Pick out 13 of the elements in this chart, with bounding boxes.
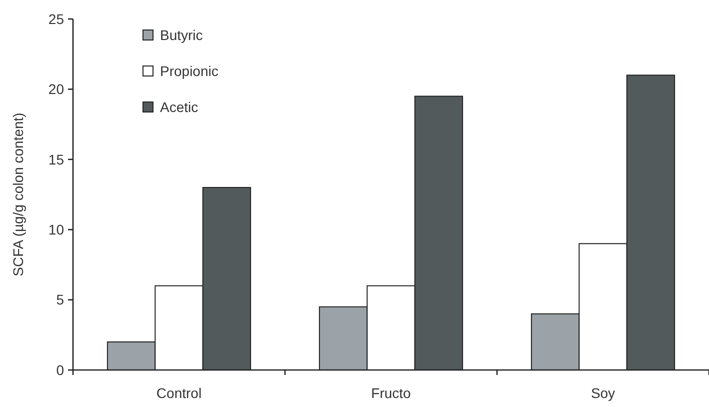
y-axis-title: SCFA (µg/g colon content) [10,112,26,276]
x-tick-label: Control [156,385,202,401]
y-tick-label: 5 [56,292,64,308]
y-tick-label: 25 [48,10,64,27]
y-tick-label: 10 [48,222,64,238]
x-tick-label: Fructo [371,385,412,401]
y-tick-label: 20 [48,81,64,98]
legend-label: Butyric [160,26,203,43]
y-tick-label: 0 [56,362,64,378]
legend-label: Acetic [160,98,198,115]
y-tick-label: 15 [48,151,64,168]
legend-label: Propionic [160,62,218,79]
x-tick-label: Soy [590,385,616,401]
